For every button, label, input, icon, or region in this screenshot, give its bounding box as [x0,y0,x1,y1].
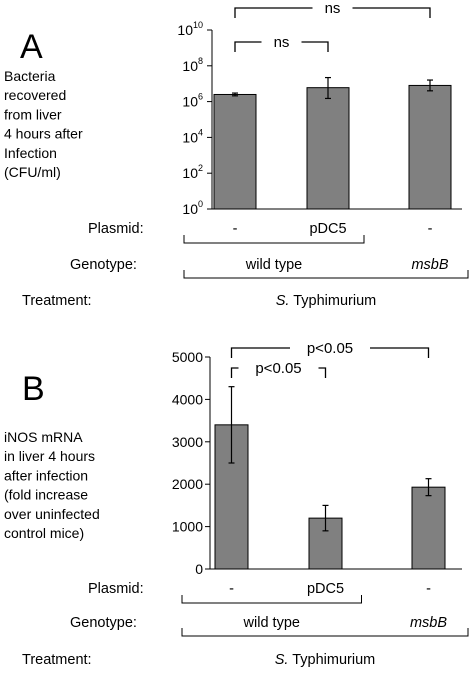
y-tick-label: 100 [182,199,203,217]
y-tick-label: 102 [182,163,203,181]
genotype-msbb: msbB [410,615,447,631]
significance-bracket [230,367,327,378]
y-axis-label: 4 hours after [4,126,83,142]
panel-a: A Bacteria recovered from liver 4 hours afte… [4,0,469,309]
y-tick-label: 2000 [172,476,203,492]
y-axis-label: from liver [4,106,62,122]
genotype-row-label: Genotype: [70,615,137,631]
treatment-bracket [183,270,469,279]
plasmid-value: pDC5 [307,581,344,597]
y-tick-label: 104 [182,127,203,145]
significance-label: ns [325,0,341,17]
y-axis-label: control mice) [4,525,84,541]
y-axis-label: Infection [4,145,57,161]
bar [411,486,446,570]
treatment-value: S. Typhimurium [276,293,376,309]
panel-letter: A [20,28,43,66]
plasmid-value: - [233,221,238,237]
y-axis-label: in liver 4 hours [4,448,95,464]
significance-bracket [230,347,430,358]
genotype-bracket [183,235,365,244]
significance-label: p<0.05 [307,340,353,357]
plasmid-value: - [428,221,433,237]
significance-bracket [234,41,329,52]
significance-label: ns [274,34,290,51]
y-axis-label: over uninfected [4,506,100,522]
significance-label: p<0.05 [255,360,301,377]
y-tick-label: 106 [182,92,203,110]
plasmid-value: - [229,581,234,597]
y-tick-label: 1000 [172,519,203,535]
treatment-value: S. Typhimurium [275,652,375,668]
y-axis-label: after infection [4,467,88,483]
plasmid-value: pDC5 [309,221,346,237]
y-tick-label: 0 [195,561,203,577]
bar [213,93,257,210]
plasmid-row-label: Plasmid: [88,581,144,597]
panel-letter: B [22,370,45,408]
treatment-row-label: Treatment: [22,293,92,309]
y-axis-label: iNOS mRNA [4,429,83,445]
treatment-row-label: Treatment: [22,652,92,668]
significance-bracket [234,7,431,18]
y-tick-label: 108 [182,56,203,74]
treatment-bracket [181,628,469,637]
y-tick-label: 3000 [172,434,203,450]
y-axis-label: (CFU/ml) [4,164,61,180]
y-axis-label: (fold increase [4,487,88,503]
y-axis-label: recovered [4,87,66,103]
y-tick-label: 1010 [177,20,203,38]
y-axis-label: Bacteria [4,68,56,84]
genotype-bracket [181,595,362,604]
plasmid-row-label: Plasmid: [88,221,144,237]
y-tick-label: 5000 [172,349,203,365]
y-tick-label: 4000 [172,391,203,407]
bar [408,84,452,210]
genotype-wild-type: wild type [245,257,302,273]
plasmid-value: - [426,581,431,597]
genotype-msbb: msbB [411,257,448,273]
genotype-wild-type: wild type [243,615,300,631]
genotype-row-label: Genotype: [70,257,137,273]
bar [306,87,350,210]
